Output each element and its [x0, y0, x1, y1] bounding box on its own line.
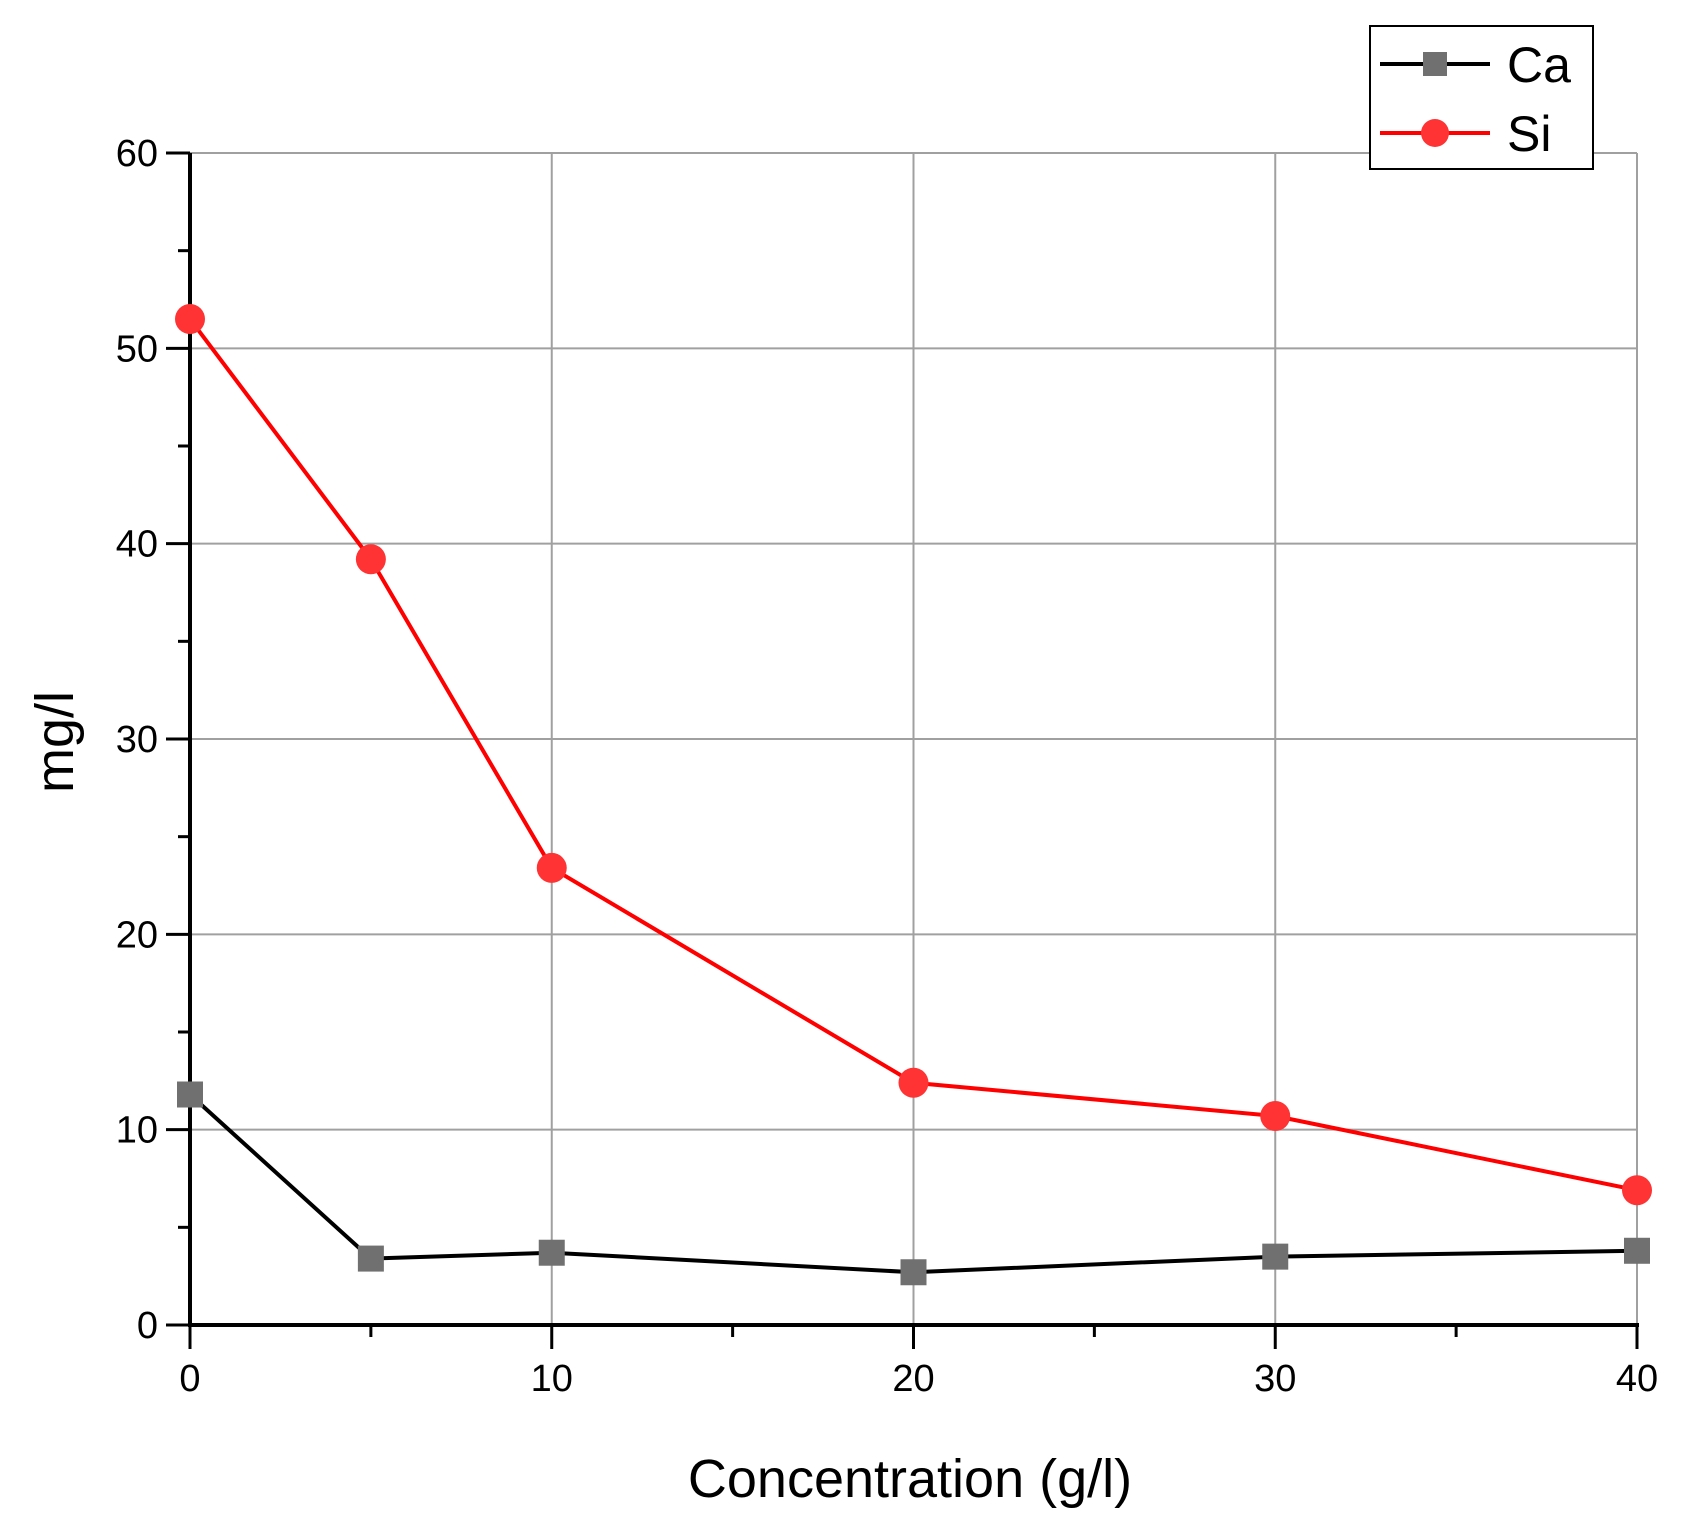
series-ca-line	[188, 1093, 1638, 1275]
data-point-ca	[900, 1259, 927, 1286]
series-si	[175, 304, 1652, 1206]
data-point-si	[1260, 1100, 1291, 1131]
y-tick-label: 10	[116, 1110, 158, 1152]
data-point-si	[536, 852, 567, 883]
tick-labels: 0 10 20 30 40 50 60 0 10 20 30 40	[116, 133, 1658, 1400]
data-point-si	[898, 1067, 929, 1098]
data-point-si	[175, 304, 205, 335]
data-point-ca	[177, 1081, 203, 1108]
y-tick-label: 0	[137, 1305, 158, 1347]
y-tick-label: 30	[116, 719, 158, 761]
y-tick-label: 50	[116, 328, 158, 370]
legend: Ca Si	[1369, 25, 1594, 170]
series-si-line	[188, 317, 1638, 1193]
grid-lines	[190, 152, 1638, 1325]
y-tick-label: 20	[116, 914, 158, 956]
data-point-ca	[1262, 1243, 1289, 1270]
legend-ca-label: Ca	[1507, 37, 1571, 93]
data-point-si	[1622, 1175, 1652, 1206]
legend-box	[1369, 25, 1594, 170]
legend-si-label: Si	[1507, 106, 1551, 162]
x-axis-title: Concentration (g/l)	[688, 1449, 1132, 1509]
series-ca	[177, 1081, 1650, 1286]
x-tick-label: 30	[1254, 1358, 1296, 1400]
y-tick-label: 40	[116, 524, 158, 566]
legend-si-marker	[1421, 119, 1449, 147]
data-point-ca	[1624, 1237, 1650, 1264]
legend-ca-marker	[1423, 52, 1447, 76]
x-tick-label: 0	[179, 1358, 200, 1400]
y-axis-title: mg/l	[25, 691, 85, 793]
y-tick-label: 60	[116, 133, 158, 175]
data-point-ca	[538, 1239, 565, 1266]
x-tick-label: 20	[892, 1358, 934, 1400]
x-tick-label: 40	[1616, 1358, 1658, 1400]
data-point-ca	[357, 1245, 384, 1272]
data-point-si	[355, 544, 386, 575]
axes	[166, 151, 1639, 1349]
x-tick-label: 10	[531, 1358, 573, 1400]
data-series	[175, 304, 1652, 1286]
